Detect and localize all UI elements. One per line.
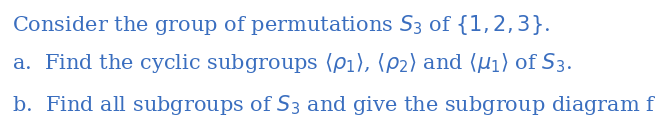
Text: b.  Find all subgroups of $S_3$ and give the subgroup diagram for them.: b. Find all subgroups of $S_3$ and give … <box>12 93 655 117</box>
Text: Consider the group of permutations $S_3$ of $\{1, 2, 3\}$.: Consider the group of permutations $S_3$… <box>12 13 550 37</box>
Text: a.  Find the cyclic subgroups $\langle \rho_1 \rangle$, $\langle \rho_2 \rangle$: a. Find the cyclic subgroups $\langle \r… <box>12 51 572 75</box>
